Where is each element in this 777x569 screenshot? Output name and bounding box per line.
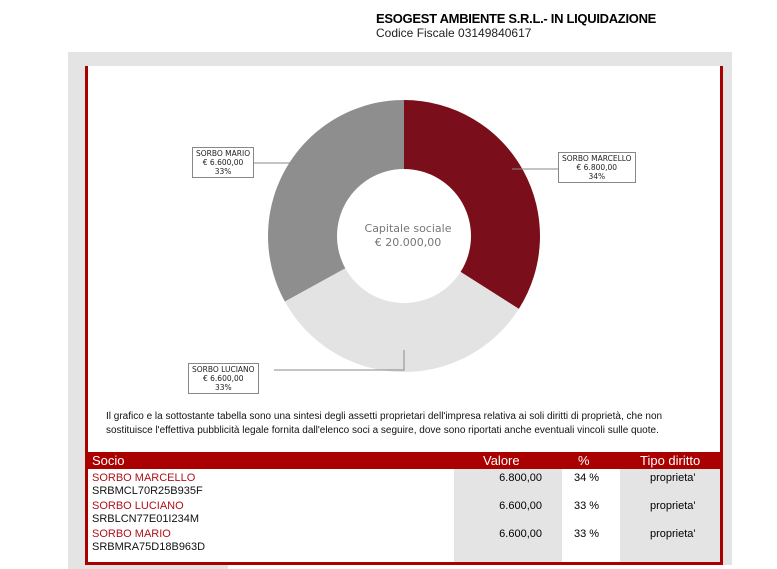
codice-fiscale: SRBMCL70R25B935F bbox=[92, 485, 203, 497]
table-row: SORBO MARIO SRBMRA75D18B963D 6.600,00 33 % p… bbox=[88, 526, 720, 554]
center-value: € 20.000,00 bbox=[374, 236, 442, 249]
disclaimer-note: Il grafico e la sottostante tabella sono… bbox=[106, 411, 663, 436]
valore-cell: 6.600,00 bbox=[499, 500, 542, 512]
donut-slice-2 bbox=[268, 100, 404, 302]
slice-label-mario: SORBO MARIO € 6.600,00 33% bbox=[192, 147, 255, 178]
codice-fiscale: SRBLCN77E01I234M bbox=[92, 513, 200, 525]
label-name: SORBO MARCELLO bbox=[562, 154, 632, 163]
label-value: € 6.600,00 bbox=[203, 374, 244, 383]
codice-fiscale: SRBMRA75D18B963D bbox=[92, 541, 206, 553]
valore-column-bg bbox=[454, 469, 562, 562]
ownership-panel: Capitale sociale € 20.000,00 SORBO MARCE… bbox=[85, 66, 723, 565]
chart-center-label: Capitale sociale € 20.000,00 bbox=[338, 222, 478, 250]
label-value: € 6.600,00 bbox=[202, 158, 244, 167]
percent-cell: 33 % bbox=[574, 500, 600, 512]
label-name: SORBO MARIO bbox=[196, 149, 251, 158]
label-percent: 33% bbox=[214, 167, 232, 176]
table-row: SORBO LUCIANO SRBLCN77E01I234M 6.600,00 33 … bbox=[88, 498, 720, 526]
table-header: Socio Valore % Tipo diritto bbox=[88, 452, 720, 469]
percent-cell: 34 % bbox=[574, 472, 600, 484]
slice-label-luciano: SORBO LUCIANO € 6.600,00 33% bbox=[188, 363, 259, 394]
header-socio: Socio bbox=[92, 453, 125, 468]
socio-name: SORBO MARIO bbox=[92, 528, 171, 540]
header-percent: % bbox=[578, 453, 590, 468]
donut-slice-0 bbox=[404, 100, 540, 309]
label-name: SORBO LUCIANO bbox=[192, 365, 255, 374]
tipo-diritto-cell: proprieta' bbox=[650, 500, 696, 512]
slice-label-marcello: SORBO MARCELLO € 6.800,00 34% bbox=[558, 152, 636, 183]
background-gap bbox=[228, 565, 732, 569]
leader-line bbox=[274, 350, 405, 371]
label-percent: 33% bbox=[214, 383, 232, 392]
label-value: € 6.800,00 bbox=[576, 163, 618, 172]
socio-name: SORBO MARCELLO bbox=[92, 472, 196, 484]
valore-cell: 6.600,00 bbox=[499, 528, 542, 540]
label-percent: 34% bbox=[588, 172, 606, 181]
fiscal-code: Codice Fiscale 03149840617 bbox=[376, 26, 532, 40]
percent-cell: 33 % bbox=[574, 528, 600, 540]
table-row: SORBO MARCELLO SRBMCL70R25B935F 6.800,00 34… bbox=[88, 470, 720, 498]
header-tipo: Tipo diritto bbox=[640, 453, 701, 468]
company-name: ESOGEST AMBIENTE S.R.L.- IN LIQUIDAZIONE bbox=[376, 11, 657, 26]
socio-name: SORBO LUCIANO bbox=[92, 500, 184, 512]
center-title: Capitale sociale bbox=[364, 222, 452, 235]
donut-chart bbox=[253, 100, 558, 372]
valore-cell: 6.800,00 bbox=[499, 472, 542, 484]
donut-slice-1 bbox=[284, 268, 519, 372]
tipo-column-bg bbox=[620, 469, 720, 562]
tipo-diritto-cell: proprieta' bbox=[650, 528, 696, 540]
company-header: ESOGEST AMBIENTE S.R.L.- IN LIQUIDAZIONE… bbox=[376, 11, 656, 40]
tipo-diritto-cell: proprieta' bbox=[650, 472, 696, 484]
header-valore: Valore bbox=[483, 453, 520, 468]
